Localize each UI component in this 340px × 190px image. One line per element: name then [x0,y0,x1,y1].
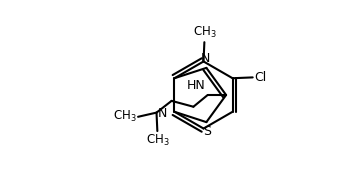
Text: CH$_3$: CH$_3$ [192,25,216,40]
Text: HN: HN [187,79,206,92]
Text: S: S [203,125,211,138]
Text: N: N [201,52,210,65]
Text: Cl: Cl [254,71,266,84]
Text: N: N [158,107,168,120]
Text: CH$_3$: CH$_3$ [113,109,137,124]
Text: CH$_3$: CH$_3$ [146,133,170,148]
